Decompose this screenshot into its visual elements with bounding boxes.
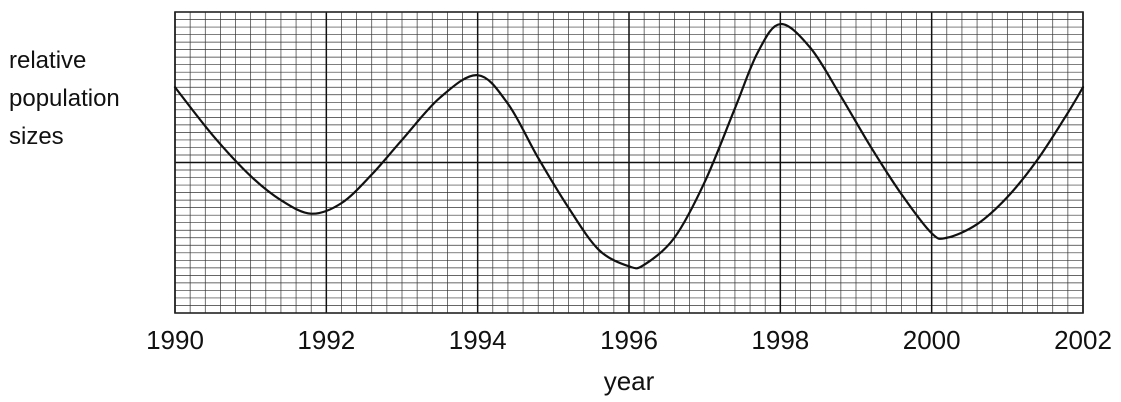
x-tick-label: 1998: [751, 325, 809, 355]
x-tick-label: 2002: [1054, 325, 1112, 355]
y-axis-label: relative population sizes: [9, 47, 120, 150]
x-tick-label: 1996: [600, 325, 658, 355]
x-tick-labels: 1990 1992 1994 1996 1998 2000 2002: [146, 325, 1112, 355]
plot-frame: [174, 11, 1084, 314]
x-tick-label: 1990: [146, 325, 204, 355]
y-axis-label-line: population: [9, 85, 120, 112]
y-axis-label-line: relative: [9, 47, 86, 74]
x-tick-label: 1992: [297, 325, 355, 355]
series-line: [173, 22, 1085, 270]
x-axis-title: year: [604, 366, 655, 396]
x-tick-label: 1994: [449, 325, 507, 355]
y-axis-label-line: sizes: [9, 123, 64, 150]
x-tick-label: 2000: [903, 325, 961, 355]
